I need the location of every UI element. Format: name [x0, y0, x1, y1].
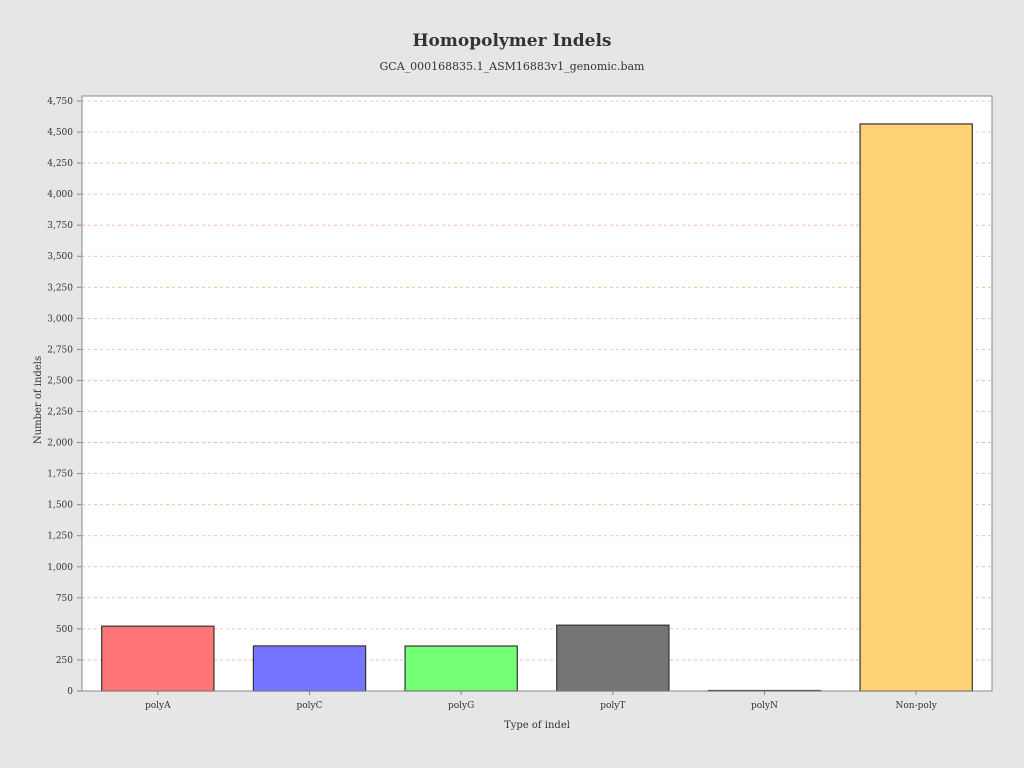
y-tick-label: 4,000 [47, 190, 73, 200]
y-tick-label: 4,750 [47, 97, 73, 107]
x-tick-label: Non-poly [896, 701, 938, 711]
bar-polyc [252, 645, 367, 692]
y-tick-label: 3,750 [47, 221, 73, 231]
y-tick-label: 2,500 [47, 376, 73, 386]
chart-subtitle: GCA_000168835.1_ASM16883v1_genomic.bam [379, 60, 645, 73]
y-tick-label: 1,500 [47, 501, 73, 511]
y-tick-label: 2,000 [47, 439, 73, 449]
x-tick-label: polyT [600, 701, 625, 711]
y-tick-label: 4,500 [47, 128, 73, 138]
x-tick-label: polyG [448, 701, 474, 711]
y-tick-label: 500 [56, 625, 73, 635]
bar-polyt [556, 624, 670, 692]
gridlines [82, 100, 992, 661]
plot-area [81, 95, 993, 692]
y-tick-label: 2,250 [47, 408, 73, 418]
y-tick-label: 3,250 [47, 283, 73, 293]
bar-polyg [404, 645, 518, 692]
x-tick-label: polyA [145, 701, 171, 711]
y-tick-label: 1,000 [47, 563, 73, 573]
y-tick-label: 250 [56, 656, 73, 666]
bars [101, 123, 973, 692]
x-axis-ticks: polyA polyC polyG polyT polyN Non-poly [145, 691, 938, 711]
y-tick-label: 1,750 [47, 470, 73, 480]
x-axis-label: Type of indel [504, 720, 570, 731]
y-tick-label: 3,000 [47, 314, 73, 324]
x-tick-label: polyC [296, 701, 322, 711]
y-tick-label: 3,500 [47, 252, 73, 262]
y-tick-label: 2,750 [47, 345, 73, 355]
y-axis-ticks: 0 250 500 750 1,000 1,250 1,500 1,750 2,000 2,250… [47, 97, 82, 697]
y-axis-label: Number of indels [33, 356, 44, 444]
y-tick-label: 1,250 [47, 532, 73, 542]
y-tick-label: 0 [67, 687, 73, 697]
bar-polya [101, 625, 215, 692]
y-tick-label: 4,250 [47, 159, 73, 169]
chart-title: Homopolymer Indels [412, 31, 612, 51]
bar-non-poly [859, 123, 973, 692]
x-tick-label: polyN [751, 701, 778, 711]
y-tick-label: 750 [56, 594, 73, 604]
